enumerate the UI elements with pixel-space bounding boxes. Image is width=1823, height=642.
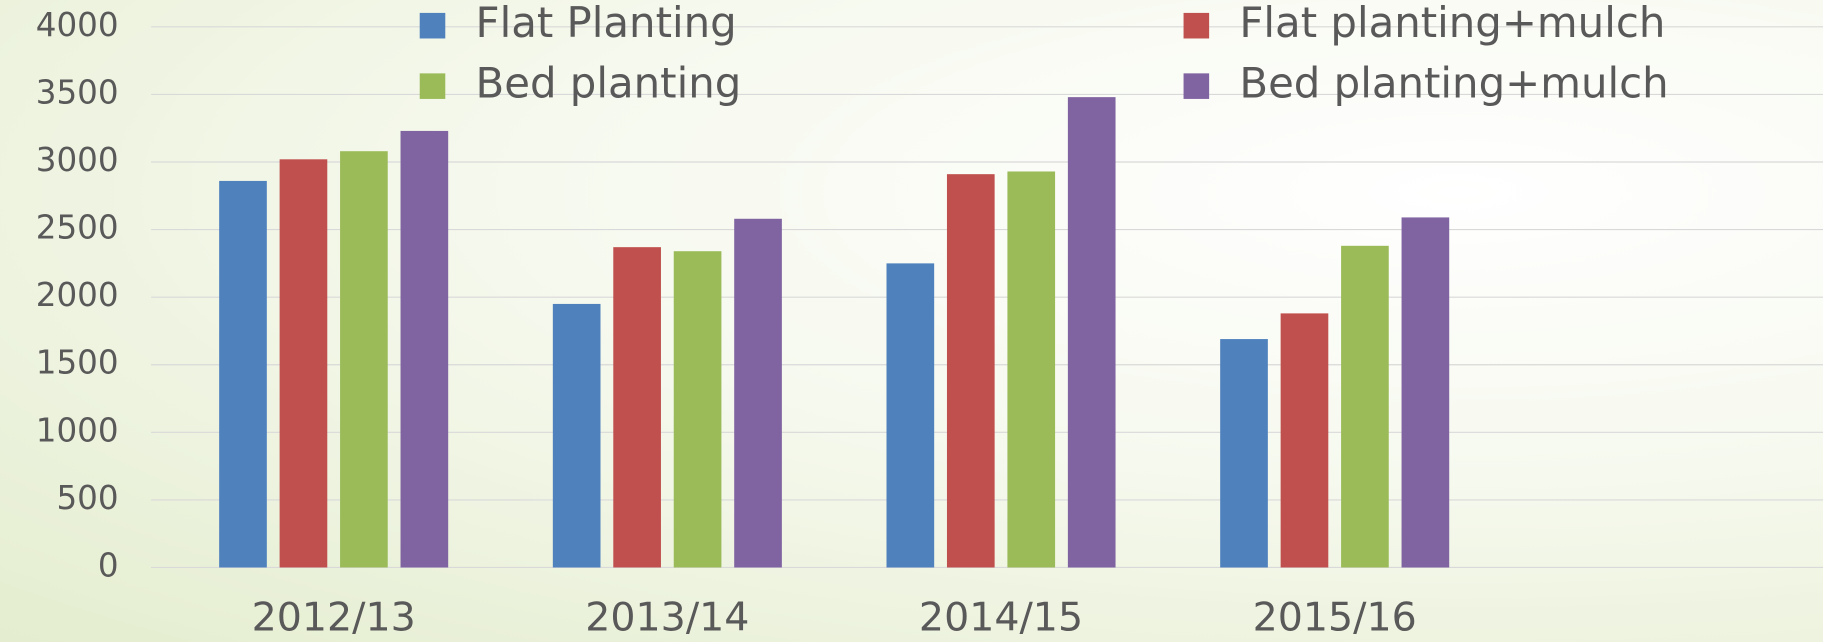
y-tick-label: 500 [56,479,118,517]
bar [673,251,722,568]
y-tick-label: 0 [98,546,119,584]
legend-swatch [419,73,446,99]
bar [1220,339,1268,568]
legend-label: Flat Planting [476,0,737,47]
bar [219,180,267,568]
x-tick-label: 2013/14 [585,594,749,640]
bar [552,303,601,568]
y-tick-label: 3500 [36,73,119,111]
x-tick-label: 2014/15 [919,594,1083,640]
bar [1280,313,1329,568]
bar [946,174,995,568]
bar [1067,97,1116,568]
bar [1341,245,1389,568]
y-tick-label: 1000 [36,411,119,449]
bar [340,151,388,568]
legend-swatch [1183,73,1210,99]
bar [1401,217,1450,568]
legend-swatch [419,12,446,39]
bar [613,247,661,568]
y-tick-label: 2000 [36,276,119,314]
bar [886,263,935,568]
x-tick-label: 2015/16 [1253,594,1417,640]
legend-swatch [1183,12,1210,39]
bar [279,159,328,568]
bar [400,130,449,568]
legend-label: Flat planting+mulch [1239,0,1665,47]
legend-label: Bed planting+mulch [1239,59,1668,108]
y-tick-label: 1500 [36,344,119,382]
y-tick-label: 4000 [36,6,119,44]
y-tick-label: 3000 [36,141,119,179]
y-tick-label: 2500 [36,209,119,247]
bar [1007,171,1056,568]
legend-label: Bed planting [476,59,742,108]
x-tick-label: 2012/13 [252,594,416,640]
bar [734,218,782,568]
